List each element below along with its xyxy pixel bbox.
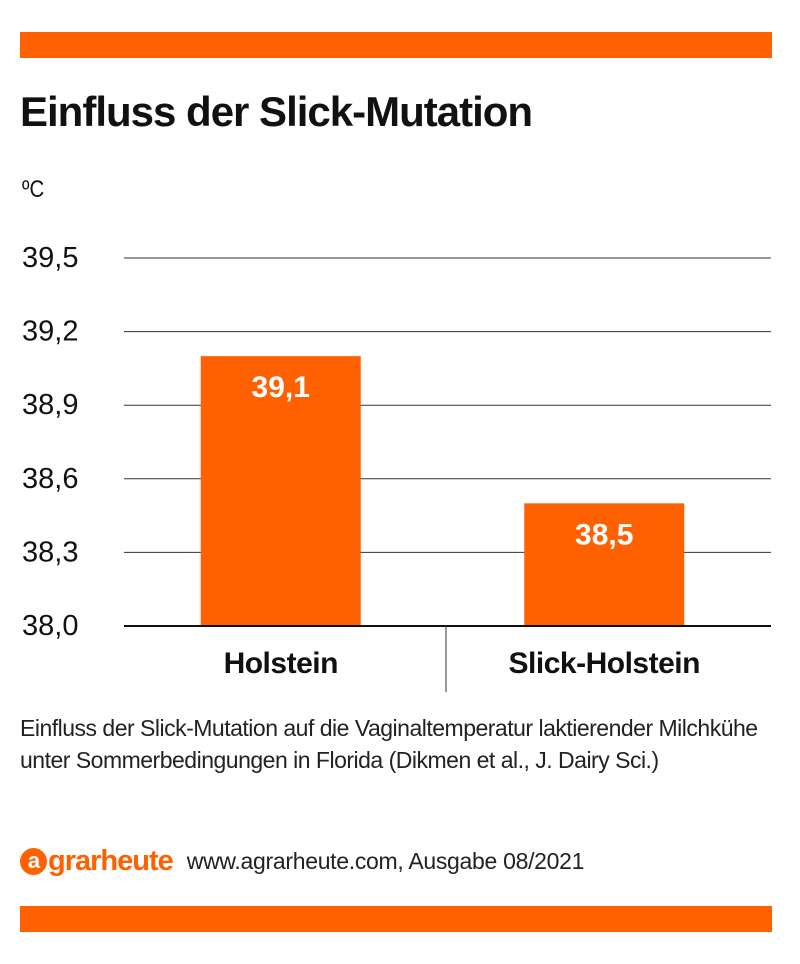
bar-value-label: 39,1 xyxy=(252,371,310,404)
y-tick-label: 39,5 xyxy=(22,242,78,274)
bar xyxy=(200,356,361,626)
x-category-label: Holstein xyxy=(224,647,338,680)
y-axis-unit: ºC xyxy=(22,176,45,203)
bar-chart: 38,0 38,3 38,6 38,9 39,2 39,5 39,1 Holstein 38,5… xyxy=(22,242,771,692)
bottom-accent-bar xyxy=(20,906,772,932)
top-accent-bar xyxy=(20,32,772,58)
bar xyxy=(524,503,685,626)
y-tick-label: 38,9 xyxy=(22,389,78,421)
chart-title: Einfluss der Slick-Mutation xyxy=(20,88,533,135)
y-tick-label: 38,0 xyxy=(22,610,78,642)
source-text: www.agrarheute.com, Ausgabe 08/2021 xyxy=(186,847,585,874)
y-tick-label: 39,2 xyxy=(22,316,78,348)
bar-value-label: 38,5 xyxy=(575,518,633,551)
logo-text: grarheute xyxy=(48,844,174,877)
x-category-label: Slick-Holstein xyxy=(509,647,700,680)
footer: a grarheute www.agrarheute.com, Ausgabe … xyxy=(20,843,584,879)
agrarheute-logo: a grarheute xyxy=(20,844,174,878)
y-tick-label: 38,6 xyxy=(22,463,78,495)
logo-a-icon: a xyxy=(20,847,47,875)
chart-caption: Einfluss der Slick-Mutation auf die Vagi… xyxy=(20,715,758,773)
y-tick-label: 38,3 xyxy=(22,536,78,568)
